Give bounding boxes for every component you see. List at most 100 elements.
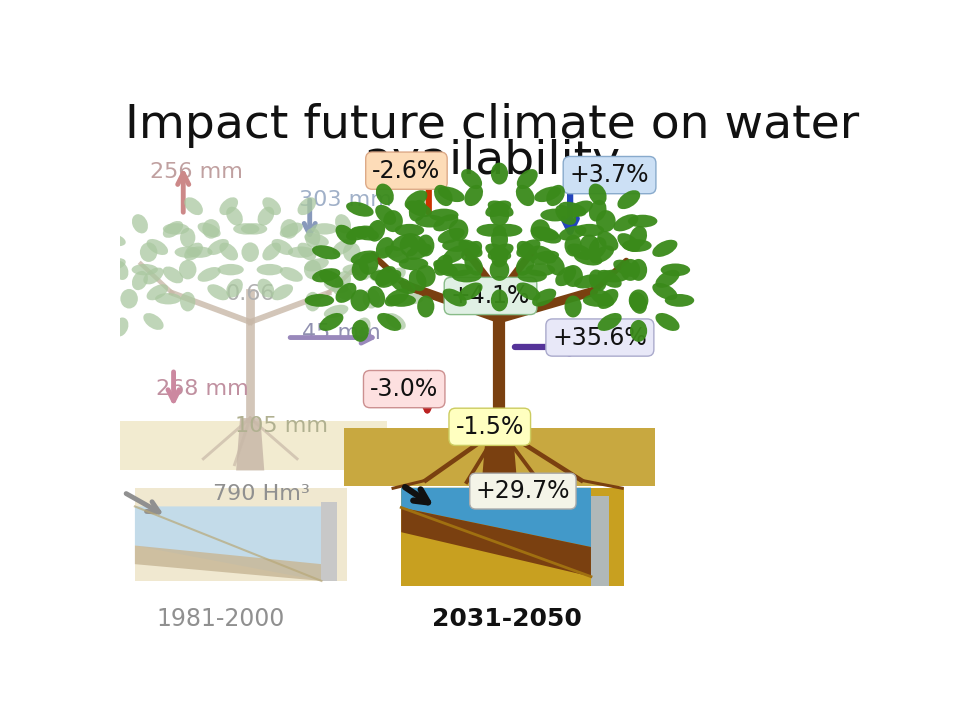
Ellipse shape — [516, 241, 538, 261]
Ellipse shape — [574, 251, 602, 266]
Ellipse shape — [516, 169, 538, 189]
Ellipse shape — [546, 185, 564, 206]
Ellipse shape — [304, 294, 334, 307]
Ellipse shape — [383, 210, 403, 232]
Ellipse shape — [391, 234, 416, 251]
Ellipse shape — [262, 197, 281, 215]
Ellipse shape — [416, 265, 436, 287]
Ellipse shape — [140, 243, 157, 262]
Ellipse shape — [347, 225, 373, 240]
Ellipse shape — [175, 246, 201, 258]
Polygon shape — [401, 487, 591, 547]
Ellipse shape — [564, 265, 583, 287]
Ellipse shape — [332, 284, 354, 300]
Text: -2.6%: -2.6% — [372, 158, 441, 183]
Ellipse shape — [516, 282, 540, 300]
Ellipse shape — [516, 239, 540, 257]
Ellipse shape — [375, 205, 396, 225]
Ellipse shape — [404, 190, 427, 209]
Ellipse shape — [443, 239, 471, 252]
Ellipse shape — [377, 313, 401, 331]
Text: +4.1%: +4.1% — [451, 284, 530, 308]
Ellipse shape — [597, 231, 618, 251]
Ellipse shape — [517, 269, 547, 282]
Ellipse shape — [101, 233, 126, 246]
Ellipse shape — [404, 233, 427, 252]
Ellipse shape — [567, 200, 593, 217]
Ellipse shape — [298, 243, 316, 261]
Ellipse shape — [629, 289, 648, 311]
Ellipse shape — [386, 268, 406, 284]
Ellipse shape — [564, 235, 582, 256]
Ellipse shape — [526, 264, 555, 276]
Text: 45 mm: 45 mm — [302, 323, 381, 343]
Ellipse shape — [343, 264, 369, 275]
Ellipse shape — [279, 222, 302, 238]
FancyBboxPatch shape — [134, 487, 347, 581]
Ellipse shape — [486, 200, 511, 217]
Polygon shape — [401, 487, 591, 577]
Ellipse shape — [443, 289, 467, 307]
Ellipse shape — [534, 186, 561, 202]
Ellipse shape — [363, 289, 380, 308]
Ellipse shape — [304, 260, 322, 279]
Ellipse shape — [311, 223, 338, 235]
Text: 790 Hm³: 790 Hm³ — [213, 485, 310, 505]
Ellipse shape — [395, 224, 424, 237]
Ellipse shape — [350, 226, 379, 240]
Ellipse shape — [540, 209, 570, 222]
Ellipse shape — [491, 228, 508, 251]
Ellipse shape — [82, 279, 107, 293]
FancyBboxPatch shape — [322, 502, 337, 581]
Text: -1.5%: -1.5% — [456, 415, 524, 438]
Ellipse shape — [320, 270, 344, 288]
Text: 105 mm: 105 mm — [235, 415, 328, 436]
Ellipse shape — [434, 254, 453, 276]
Text: 268 mm: 268 mm — [156, 379, 249, 399]
Ellipse shape — [617, 233, 640, 252]
Ellipse shape — [418, 235, 434, 256]
Ellipse shape — [288, 246, 314, 258]
Ellipse shape — [227, 279, 243, 297]
Ellipse shape — [262, 243, 281, 261]
Ellipse shape — [490, 204, 509, 226]
Ellipse shape — [488, 243, 514, 260]
Ellipse shape — [429, 209, 459, 222]
Ellipse shape — [588, 200, 607, 222]
Ellipse shape — [406, 200, 432, 217]
Ellipse shape — [335, 225, 356, 245]
Ellipse shape — [354, 318, 371, 337]
Ellipse shape — [546, 254, 564, 276]
Ellipse shape — [179, 260, 197, 279]
Ellipse shape — [465, 185, 483, 206]
Ellipse shape — [664, 294, 694, 307]
Ellipse shape — [147, 284, 168, 300]
Ellipse shape — [298, 197, 316, 215]
Text: availability: availability — [364, 139, 620, 184]
Ellipse shape — [652, 283, 678, 300]
Ellipse shape — [590, 289, 614, 307]
Text: -3.0%: -3.0% — [371, 377, 439, 401]
Ellipse shape — [143, 268, 163, 284]
Ellipse shape — [112, 318, 129, 337]
Ellipse shape — [531, 251, 559, 265]
Ellipse shape — [630, 320, 647, 342]
Ellipse shape — [622, 239, 652, 252]
Ellipse shape — [409, 269, 426, 291]
Ellipse shape — [220, 197, 238, 215]
Ellipse shape — [386, 313, 406, 330]
Text: Impact future climate on water: Impact future climate on water — [125, 103, 859, 148]
Ellipse shape — [320, 313, 344, 331]
Ellipse shape — [220, 243, 238, 261]
Ellipse shape — [163, 266, 183, 284]
Ellipse shape — [272, 239, 293, 255]
Text: +35.6%: +35.6% — [553, 325, 647, 349]
Ellipse shape — [304, 258, 329, 271]
Text: 1981-2000: 1981-2000 — [156, 607, 284, 631]
Ellipse shape — [233, 223, 259, 235]
Ellipse shape — [575, 224, 604, 237]
Ellipse shape — [559, 202, 587, 217]
Ellipse shape — [534, 228, 561, 243]
Ellipse shape — [324, 305, 348, 318]
Polygon shape — [134, 546, 322, 581]
